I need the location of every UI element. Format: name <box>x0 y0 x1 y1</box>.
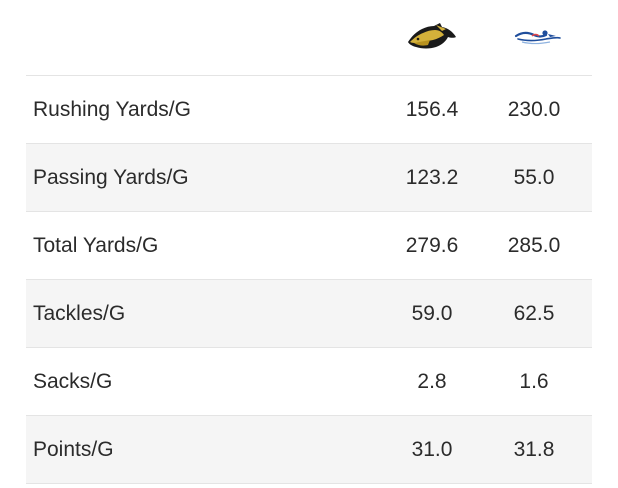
home-stat-value: 31.0 <box>411 438 453 461</box>
stat-row-total-yards: Total Yards/G 279.6 285.0 <box>26 212 592 280</box>
stat-row-rushing-yards: Rushing Yards/G 156.4 230.0 <box>26 76 592 144</box>
stat-label: Total Yards/G <box>33 234 159 257</box>
stat-row-points: Points/G 31.0 31.8 <box>26 416 592 484</box>
home-stat-value: 156.4 <box>405 98 459 121</box>
stat-row-tackles: Tackles/G 59.0 62.5 <box>26 280 592 348</box>
team-stats-table: Rushing Yards/G 156.4 230.0 Passing Yard… <box>26 0 592 484</box>
away-stat-value: 31.8 <box>513 438 555 461</box>
away-stat-value: 62.5 <box>513 302 555 325</box>
away-stat-value: 285.0 <box>507 234 561 257</box>
stat-label: Passing Yards/G <box>33 166 189 189</box>
stat-label: Rushing Yards/G <box>33 98 191 121</box>
stat-label: Sacks/G <box>33 370 113 393</box>
team-logos-header <box>26 0 592 76</box>
stat-label: Points/G <box>33 438 114 461</box>
home-stat-value: 279.6 <box>405 234 459 257</box>
stat-row-passing-yards: Passing Yards/G 123.2 55.0 <box>26 144 592 212</box>
away-stat-value: 1.6 <box>519 370 549 393</box>
away-stat-value: 230.0 <box>507 98 561 121</box>
stat-row-sacks: Sacks/G 2.8 1.6 <box>26 348 592 416</box>
stat-label: Tackles/G <box>33 302 126 325</box>
home-stat-value: 59.0 <box>411 302 453 325</box>
away-stat-value: 55.0 <box>513 166 555 189</box>
home-stat-value: 2.8 <box>417 370 447 393</box>
home-stat-value: 123.2 <box>405 166 459 189</box>
mustang-horse-head-icon[interactable] <box>406 20 458 50</box>
stylized-swimmer-wave-icon[interactable] <box>512 24 562 46</box>
